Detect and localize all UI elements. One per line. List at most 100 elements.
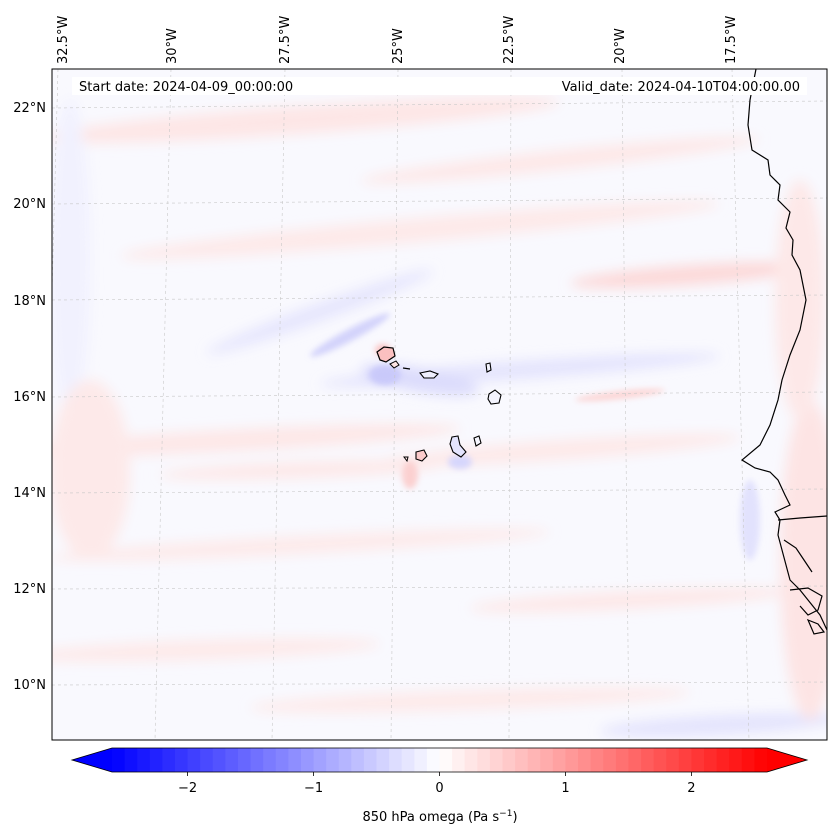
- colorbar-bin: [275, 748, 289, 772]
- island-boa-vista: [487, 389, 502, 405]
- colorbar-bin: [225, 748, 239, 772]
- lat-label: 22°N: [13, 101, 46, 116]
- colorbar-bin: [489, 748, 504, 772]
- colorbar-bin: [653, 748, 667, 772]
- colorbar-bin: [729, 748, 743, 772]
- colorbar-bin: [376, 748, 390, 772]
- island-sao-nicolau: [419, 370, 439, 379]
- colorbar-bin: [363, 748, 378, 772]
- lon-tick-labels: 32.5°W 30°W 27.5°W 25°W 22.5°W 20°W 17.5…: [56, 16, 739, 64]
- colorbar-bin: [326, 748, 340, 772]
- lat-tick-labels: 22°N 20°N 18°N 16°N 14°N 12°N 10°N: [13, 101, 46, 693]
- colorbar-bin: [565, 748, 579, 772]
- coastline: [740, 69, 827, 635]
- colorbar-bin: [426, 748, 441, 772]
- lat-label: 10°N: [13, 678, 46, 693]
- colorbar-bins: [112, 748, 768, 772]
- island-sal: [485, 362, 492, 373]
- colorbar-bin: [401, 748, 415, 772]
- island-maio: [473, 435, 482, 447]
- island-sao-vicente: [389, 360, 400, 369]
- colorbar-bin: [666, 748, 680, 772]
- colorbar-bin: [716, 748, 730, 772]
- valid-date: Valid_date: 2024-04-10T04:00:00.00: [562, 80, 800, 95]
- colorbar-label-unit-exponent: −1: [499, 809, 512, 819]
- colorbar-bin: [464, 748, 478, 772]
- colorbar-extend-low: [72, 748, 112, 772]
- colorbar-bin: [187, 748, 201, 772]
- map-frame: [51, 68, 828, 741]
- lat-label: 18°N: [13, 294, 46, 309]
- omega-field: [52, 97, 827, 737]
- lat-label: 14°N: [13, 486, 46, 501]
- map-panel: Start date: 2024-04-09_00:00:00 Valid_da…: [51, 68, 828, 741]
- map-background: [52, 69, 827, 740]
- lat-label: 20°N: [13, 197, 46, 212]
- colorbar-bin: [338, 748, 352, 772]
- colorbar-ticks: −2 −1 0 1 2: [178, 772, 696, 796]
- colorbar-bin: [628, 748, 642, 772]
- header-strip: [72, 77, 807, 95]
- colorbar-bin: [540, 748, 554, 772]
- island-santiago: [449, 435, 467, 458]
- start-date: Start date: 2024-04-09_00:00:00: [79, 80, 293, 95]
- graticule: [52, 69, 827, 740]
- colorbar-bin: [704, 748, 718, 772]
- colorbar-bin: [300, 748, 315, 772]
- colorbar-bin: [288, 748, 302, 772]
- colorbar-bin: [200, 748, 214, 772]
- island-santa-luzia: [402, 367, 411, 370]
- colorbar-label: 850 hPa omega (Pa s−1): [362, 809, 517, 825]
- colorbar-bin: [414, 748, 428, 772]
- colorbar-bin: [439, 748, 453, 772]
- lon-label: 17.5°W: [724, 16, 739, 64]
- colorbar-bin: [641, 748, 655, 772]
- colorbar-bin: [212, 748, 226, 772]
- colorbar-bin: [351, 748, 365, 772]
- colorbar-bin: [250, 748, 264, 772]
- lon-label: 22.5°W: [502, 16, 517, 64]
- colorbar-tick-label: 1: [561, 781, 569, 796]
- island-brava: [403, 456, 409, 463]
- colorbar-bin: [263, 748, 277, 772]
- lat-label: 16°N: [13, 390, 46, 405]
- island-santo-antao: [376, 346, 396, 363]
- colorbar-bin: [578, 748, 592, 772]
- colorbar-bin: [552, 748, 567, 772]
- colorbar-tick-label: −1: [304, 781, 323, 796]
- island-fogo: [415, 449, 428, 462]
- colorbar-bin: [112, 748, 126, 772]
- colorbar-bin: [603, 748, 617, 772]
- colorbar-tick-label: −2: [178, 781, 197, 796]
- colorbar-tick-label: 0: [435, 781, 443, 796]
- colorbar-bin: [754, 748, 768, 772]
- colorbar-bin: [237, 748, 252, 772]
- colorbar-bin: [590, 748, 604, 772]
- colorbar-bin: [741, 748, 756, 772]
- colorbar-bin: [149, 748, 163, 772]
- colorbar-bin: [124, 748, 138, 772]
- lon-label: 32.5°W: [56, 16, 71, 64]
- colorbar-bin: [615, 748, 630, 772]
- colorbar-bin: [174, 748, 189, 772]
- colorbar-bin: [137, 748, 151, 772]
- colorbar-bin: [502, 748, 516, 772]
- colorbar-extend-high: [767, 748, 807, 772]
- colorbar-bin: [452, 748, 466, 772]
- colorbar-tick-label: 2: [687, 781, 695, 796]
- colorbar-bin: [678, 748, 693, 772]
- lon-label: 25°W: [391, 28, 406, 64]
- lat-label: 12°N: [13, 582, 46, 597]
- colorbar-bin: [389, 748, 403, 772]
- lon-label: 27.5°W: [278, 16, 293, 64]
- colorbar-bin: [691, 748, 705, 772]
- colorbar-bin: [527, 748, 541, 772]
- colorbar-bin: [515, 748, 529, 772]
- lon-label: 30°W: [165, 28, 180, 64]
- colorbar: −2 −1 0 1 2 850 hPa omega (Pa s−1): [70, 747, 809, 825]
- colorbar-bin: [313, 748, 327, 772]
- colorbar-bin: [477, 748, 491, 772]
- colorbar-outline: [70, 747, 809, 773]
- colorbar-bin: [162, 748, 176, 772]
